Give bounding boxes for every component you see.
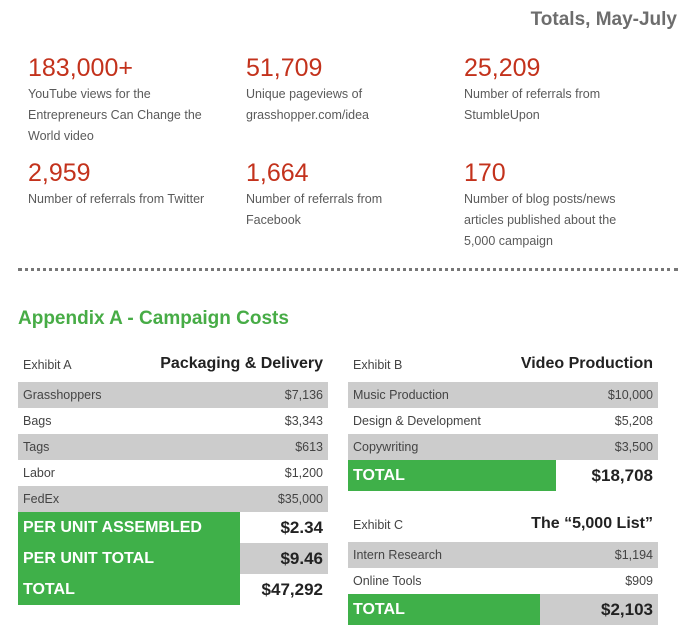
stat-description: Number of referrals from StumbleUpon [464, 87, 601, 122]
stat-twitter-referrals: 2,959 Number of referrals from Twitter [28, 159, 238, 210]
table-row: Labor $1,200 [18, 460, 328, 486]
total-value: $47,292 [261, 580, 323, 599]
row-value: $5,208 [614, 414, 653, 428]
table-row: Online Tools $909 [348, 568, 658, 594]
exhibit-label: Exhibit C [353, 518, 404, 532]
row-label: Tags [23, 440, 50, 454]
per-unit-assembled-label: PER UNIT ASSEMBLED [18, 512, 240, 543]
per-unit-total-row: PER UNIT TOTAL $9.46 [18, 543, 328, 574]
stat-description: Number of referrals from Twitter [28, 192, 205, 206]
row-value: $909 [625, 574, 653, 588]
table-row: Music Production $10,000 [348, 382, 658, 408]
total-value: $18,708 [591, 466, 653, 485]
row-value: $10,000 [607, 388, 653, 402]
row-label: Copywriting [353, 440, 419, 454]
stat-youtube-views: 183,000+ YouTube views for the Entrepren… [28, 54, 238, 147]
stat-description: Unique pageviews of grasshopper.com/idea [246, 87, 369, 122]
per-unit-total-value: $9.46 [280, 549, 323, 568]
stat-value: 51,709 [246, 54, 323, 82]
row-label: Design & Development [353, 414, 481, 428]
per-unit-assembled-value: $2.34 [280, 518, 323, 537]
exhibit-title: The “5,000 List” [531, 515, 653, 532]
appendix-title: Appendix A - Campaign Costs [18, 308, 289, 329]
stat-blog-posts: 170 Number of blog posts/news articles p… [464, 159, 674, 252]
row-label: Labor [23, 466, 55, 480]
table-row: Copywriting $3,500 [348, 434, 658, 460]
exhibit-label: Exhibit A [23, 358, 72, 372]
row-value: $35,000 [277, 492, 323, 506]
row-label: Bags [23, 414, 52, 428]
row-label: Intern Research [353, 548, 442, 562]
row-label: Grasshoppers [23, 388, 102, 402]
exhibit-b-header: Exhibit B Video Production [348, 352, 658, 378]
table-row: Bags $3,343 [18, 408, 328, 434]
stat-value: 183,000+ [28, 54, 133, 82]
exhibit-title: Video Production [520, 355, 653, 372]
stat-stumbleupon-referrals: 25,209 Number of referrals from StumbleU… [464, 54, 674, 126]
exhibit-c-header: Exhibit C The “5,000 List” [348, 512, 658, 538]
stat-value: 170 [464, 159, 506, 187]
stat-value: 2,959 [28, 159, 91, 187]
exhibit-label: Exhibit B [353, 358, 403, 372]
stat-description: YouTube views for the Entrepreneurs Can … [28, 87, 202, 143]
table-row: Design & Development $5,208 [348, 408, 658, 434]
total-label: TOTAL [18, 574, 240, 605]
dotted-divider [18, 268, 678, 271]
total-label: TOTAL [348, 594, 540, 625]
exhibit-a-total-row: TOTAL $47,292 [18, 574, 328, 605]
exhibit-b-total-row: TOTAL $18,708 [348, 460, 658, 491]
total-value: $2,103 [601, 600, 653, 619]
row-label: FedEx [23, 492, 60, 506]
row-label: Online Tools [353, 574, 422, 588]
row-value: $1,200 [284, 466, 323, 480]
totals-title: Totals, May-July [530, 9, 677, 30]
table-row: Tags $613 [18, 434, 328, 460]
row-value: $1,194 [614, 548, 653, 562]
stat-value: 1,664 [246, 159, 309, 187]
table-row: Intern Research $1,194 [348, 542, 658, 568]
row-value: $3,500 [614, 440, 653, 454]
row-value: $3,343 [284, 414, 323, 428]
exhibit-c-total-row: TOTAL $2,103 [348, 594, 658, 625]
per-unit-total-label: PER UNIT TOTAL [18, 543, 240, 574]
row-value: $7,136 [284, 388, 323, 402]
stat-description: Number of blog posts/news articles publi… [464, 192, 617, 248]
stat-description: Number of referrals from Facebook [246, 192, 383, 227]
exhibit-a-header: Exhibit A Packaging & Delivery [18, 352, 328, 378]
per-unit-assembled-row: PER UNIT ASSEMBLED $2.34 [18, 512, 328, 543]
row-label: Music Production [353, 388, 449, 402]
stat-facebook-referrals: 1,664 Number of referrals from Facebook [246, 159, 456, 231]
table-row: Grasshoppers $7,136 [18, 382, 328, 408]
stat-unique-pageviews: 51,709 Unique pageviews of grasshopper.c… [246, 54, 456, 126]
table-row: FedEx $35,000 [18, 486, 328, 512]
stat-value: 25,209 [464, 54, 541, 82]
total-label: TOTAL [348, 460, 556, 491]
exhibit-title: Packaging & Delivery [160, 355, 323, 372]
row-value: $613 [295, 440, 323, 454]
